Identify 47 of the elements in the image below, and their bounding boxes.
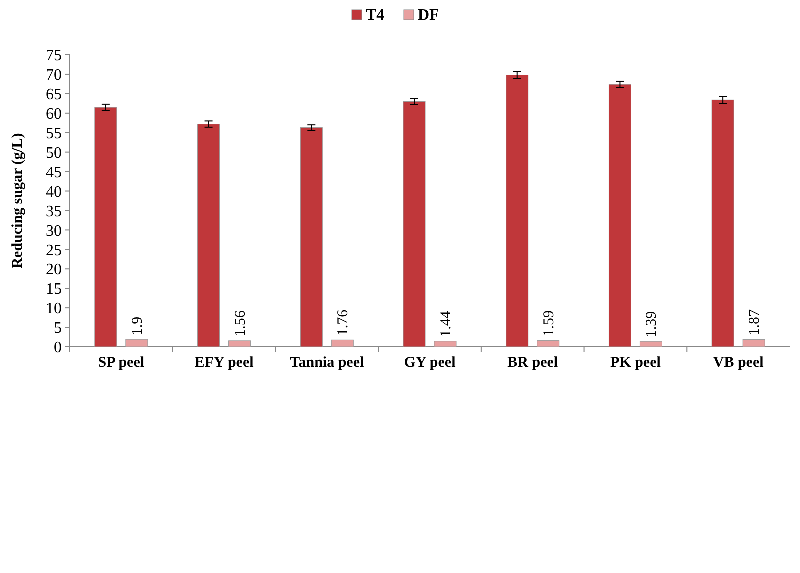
- bar: [506, 74, 529, 348]
- bar: [228, 340, 252, 348]
- y-tick-label: 25: [46, 242, 62, 260]
- data-label: 1.9: [130, 316, 146, 336]
- y-tick-label: 45: [46, 164, 62, 182]
- y-axis-title: Reducing sugar (g/L): [10, 133, 26, 269]
- data-label: 1.76: [336, 309, 352, 336]
- y-tick-label: 65: [46, 86, 62, 104]
- data-label: 1.56: [232, 310, 249, 337]
- x-tick-label: GY peel: [404, 355, 456, 371]
- x-tick-label: Tannia peel: [290, 355, 364, 371]
- bar: [300, 128, 323, 348]
- legend-label: T4: [366, 7, 385, 24]
- data-label: 1.59: [541, 310, 558, 337]
- y-tick-label: 40: [46, 184, 62, 201]
- bar: [742, 339, 766, 348]
- bar: [434, 341, 457, 348]
- y-tick-label: 5: [54, 320, 62, 338]
- bar: [608, 84, 632, 348]
- bar: [640, 341, 662, 348]
- bar: [94, 107, 118, 348]
- y-tick-label: 60: [46, 106, 62, 123]
- bar: [126, 339, 148, 348]
- bar: [331, 340, 354, 348]
- y-tick-label: 70: [46, 67, 62, 84]
- data-label: 1.87: [747, 308, 764, 336]
- bar: [403, 101, 426, 348]
- y-tick-label: 0: [54, 340, 62, 357]
- y-tick-label: 20: [46, 262, 62, 279]
- x-tick-label: VB peel: [713, 355, 764, 371]
- bar: [712, 100, 734, 348]
- legend-label: DF: [418, 7, 440, 24]
- y-tick-label: 55: [46, 125, 62, 142]
- y-tick-label: 75: [46, 48, 62, 65]
- bar: [198, 124, 220, 348]
- x-tick-label: PK peel: [610, 355, 661, 371]
- y-tick-label: 30: [46, 222, 62, 240]
- y-tick-label: 50: [46, 144, 62, 162]
- data-label: 1.39: [644, 311, 660, 338]
- y-tick-label: 15: [46, 281, 62, 298]
- x-tick-label: EFY peel: [194, 355, 254, 371]
- bar: [537, 340, 560, 348]
- x-tick-label: BR peel: [508, 355, 558, 371]
- x-tick-label: SP peel: [98, 355, 145, 371]
- y-tick-label: 10: [46, 300, 62, 318]
- y-tick-label: 35: [46, 203, 62, 220]
- data-label: 1.44: [438, 310, 454, 338]
